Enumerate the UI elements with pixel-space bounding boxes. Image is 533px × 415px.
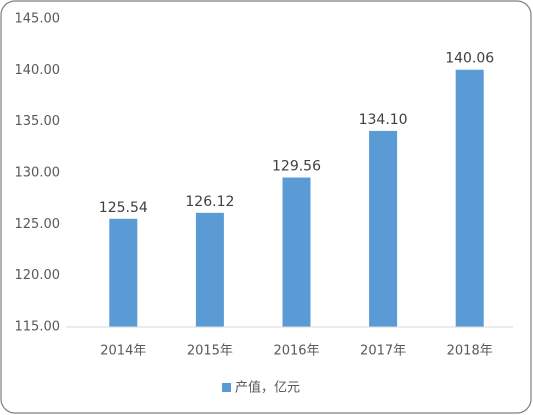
legend-swatch [222,383,231,392]
bar [369,130,398,327]
y-tick-label: 125.00 [15,217,61,232]
bar [455,69,484,327]
y-tick-label: 135.00 [15,114,61,129]
y-tick-label: 115.00 [15,320,61,335]
x-tick-label: 2018年 [447,344,493,359]
x-tick-label: 2015年 [187,344,233,359]
data-label: 134.10 [359,112,408,128]
y-tick-label: 140.00 [15,63,61,78]
data-label: 125.54 [99,200,148,216]
data-label: 140.06 [445,51,494,67]
x-tick-label: 2014年 [100,344,146,359]
y-tick-label: 120.00 [15,268,61,283]
data-label: 129.56 [272,159,321,175]
x-tick-label: 2016年 [273,344,319,359]
bar [109,218,138,327]
bar [282,177,311,327]
x-tick-label: 2017年 [360,344,406,359]
y-tick-label: 145.00 [15,12,61,27]
y-tick-label: 130.00 [15,166,61,181]
bar [195,212,224,327]
legend-label: 产值，亿元 [235,380,300,396]
data-label: 126.12 [185,194,234,210]
